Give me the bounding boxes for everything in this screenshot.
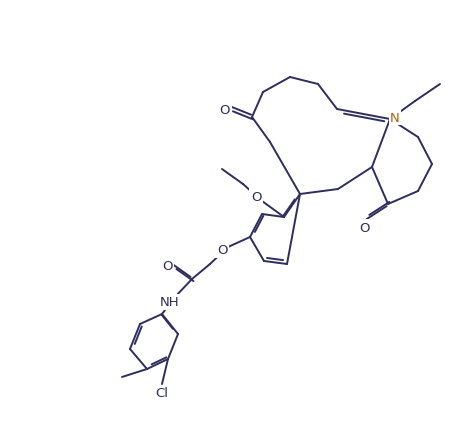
Text: O: O	[220, 103, 230, 116]
Text: O: O	[251, 190, 261, 203]
Text: O: O	[360, 221, 370, 234]
Text: N: N	[390, 111, 400, 124]
Text: Cl: Cl	[155, 387, 169, 399]
Text: O: O	[162, 259, 172, 272]
Text: O: O	[217, 244, 227, 257]
Text: NH: NH	[160, 296, 180, 309]
